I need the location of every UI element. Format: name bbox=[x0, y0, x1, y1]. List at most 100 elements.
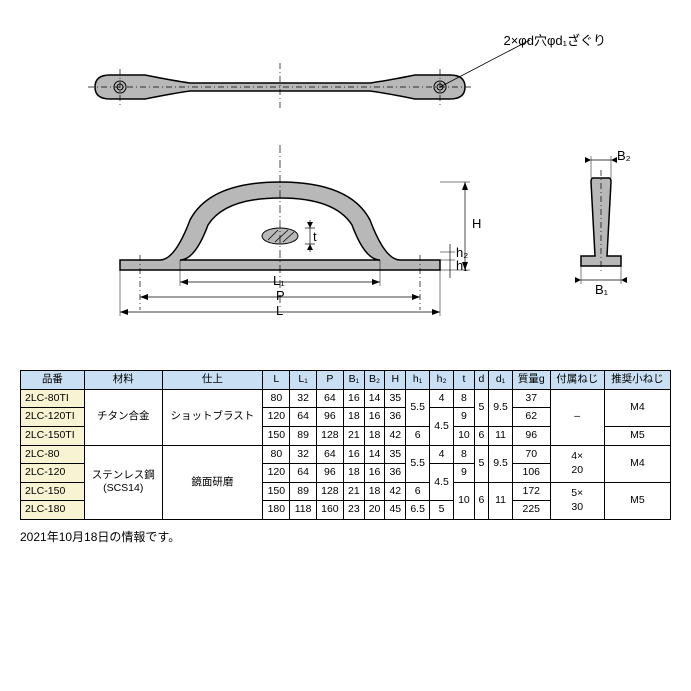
cell: 6 bbox=[406, 482, 430, 501]
cell: 9.5 bbox=[489, 445, 513, 482]
cell: 45 bbox=[385, 501, 406, 520]
th-pn: 品番 bbox=[21, 371, 85, 390]
cell: 16 bbox=[364, 464, 385, 483]
cell: 89 bbox=[290, 426, 316, 445]
table-row: 2LC-80 ステンレス鋼 (SCS14) 鏡面研磨 80 32 64 16 1… bbox=[21, 445, 671, 464]
label-L: L bbox=[276, 303, 283, 318]
cell: 5× 30 bbox=[550, 482, 604, 519]
cell: 18 bbox=[364, 426, 385, 445]
cell: 11 bbox=[489, 482, 513, 519]
cell: 6 bbox=[406, 426, 430, 445]
th-d1: d₁ bbox=[489, 371, 513, 390]
cell: 9 bbox=[454, 464, 475, 483]
technical-drawing: 2×φd穴φd₁ざぐり bbox=[20, 20, 671, 360]
cell: 4× 20 bbox=[550, 445, 604, 482]
cell-mat: ステンレス鋼 (SCS14) bbox=[84, 445, 162, 520]
drawing-svg bbox=[20, 20, 680, 360]
cell: 6.5 bbox=[406, 501, 430, 520]
cell-fin: 鏡面研磨 bbox=[162, 445, 263, 520]
th-mass: 質量g bbox=[513, 371, 551, 390]
cell: 35 bbox=[385, 389, 406, 408]
th-mat: 材料 bbox=[84, 371, 162, 390]
cell-pn: 2LC-150TI bbox=[21, 426, 85, 445]
cell: 80 bbox=[263, 445, 290, 464]
cell-pn: 2LC-120 bbox=[21, 464, 85, 483]
cell: M4 bbox=[604, 445, 670, 482]
table-header-row: 品番 材料 仕上 L L₁ P B₁ B₂ H h₁ h₂ t d d₁ 質量g… bbox=[21, 371, 671, 390]
table-row: 2LC-80TI チタン合金 ショットブラスト 80 32 64 16 14 3… bbox=[21, 389, 671, 408]
cell: 64 bbox=[316, 445, 343, 464]
cell-pn: 2LC-150 bbox=[21, 482, 85, 501]
th-H: H bbox=[385, 371, 406, 390]
cell: 18 bbox=[343, 408, 364, 427]
cell: 9.5 bbox=[489, 389, 513, 426]
th-screw: 付属ねじ bbox=[550, 371, 604, 390]
label-h1: h₁ bbox=[456, 258, 468, 273]
cell: 4 bbox=[430, 389, 454, 408]
cell: – bbox=[550, 389, 604, 445]
footnote: 2021年10月18日の情報です。 bbox=[20, 528, 671, 545]
cell: 5.5 bbox=[406, 445, 430, 482]
cell-pn: 2LC-120TI bbox=[21, 408, 85, 427]
th-t: t bbox=[454, 371, 475, 390]
cell-pn: 2LC-80 bbox=[21, 445, 85, 464]
th-rec: 推奨小ねじ bbox=[604, 371, 670, 390]
th-B1: B₁ bbox=[343, 371, 364, 390]
th-h2: h₂ bbox=[430, 371, 454, 390]
cell: 64 bbox=[290, 408, 316, 427]
cell: 42 bbox=[385, 482, 406, 501]
cell: 16 bbox=[343, 445, 364, 464]
cell: 6 bbox=[474, 482, 488, 519]
cell: 8 bbox=[454, 445, 475, 464]
cell: 21 bbox=[343, 482, 364, 501]
th-d: d bbox=[474, 371, 488, 390]
cell: 4.5 bbox=[430, 408, 454, 445]
cell: 128 bbox=[316, 426, 343, 445]
cell: 118 bbox=[290, 501, 316, 520]
cell: 4 bbox=[430, 445, 454, 464]
cell: 89 bbox=[290, 482, 316, 501]
cell: 62 bbox=[513, 408, 551, 427]
cell-pn: 2LC-80TI bbox=[21, 389, 85, 408]
cell: 70 bbox=[513, 445, 551, 464]
cell: M5 bbox=[604, 426, 670, 445]
cell: 64 bbox=[290, 464, 316, 483]
label-L1: L₁ bbox=[273, 273, 285, 288]
cell: 96 bbox=[513, 426, 551, 445]
cell: 96 bbox=[316, 464, 343, 483]
cell: 6 bbox=[474, 426, 488, 445]
callout-top: 2×φd穴φd₁ざぐり bbox=[503, 30, 606, 49]
cell: 120 bbox=[263, 464, 290, 483]
cell: 150 bbox=[263, 426, 290, 445]
th-B2: B₂ bbox=[364, 371, 385, 390]
cell-pn: 2LC-180 bbox=[21, 501, 85, 520]
cell: M4 bbox=[604, 389, 670, 426]
label-H: H bbox=[472, 216, 481, 231]
cell: 120 bbox=[263, 408, 290, 427]
label-P: P bbox=[276, 288, 285, 303]
cell: 37 bbox=[513, 389, 551, 408]
cell: M5 bbox=[604, 482, 670, 519]
spec-table: 品番 材料 仕上 L L₁ P B₁ B₂ H h₁ h₂ t d d₁ 質量g… bbox=[20, 370, 671, 520]
cell: 32 bbox=[290, 445, 316, 464]
cell: 128 bbox=[316, 482, 343, 501]
label-B1: B₁ bbox=[595, 282, 608, 297]
cell: 4.5 bbox=[430, 464, 454, 501]
cell: 42 bbox=[385, 426, 406, 445]
cell: 106 bbox=[513, 464, 551, 483]
cell: 150 bbox=[263, 482, 290, 501]
cell: 225 bbox=[513, 501, 551, 520]
th-fin: 仕上 bbox=[162, 371, 263, 390]
th-L: L bbox=[263, 371, 290, 390]
cell: 14 bbox=[364, 445, 385, 464]
cell: 8 bbox=[454, 389, 475, 408]
cell: 9 bbox=[454, 408, 475, 427]
cell: 5 bbox=[474, 389, 488, 426]
cell: 10 bbox=[454, 426, 475, 445]
cell: 16 bbox=[343, 389, 364, 408]
cell-fin: ショットブラスト bbox=[162, 389, 263, 445]
th-h1: h₁ bbox=[406, 371, 430, 390]
cell: 36 bbox=[385, 408, 406, 427]
cell: 35 bbox=[385, 445, 406, 464]
cell: 160 bbox=[316, 501, 343, 520]
